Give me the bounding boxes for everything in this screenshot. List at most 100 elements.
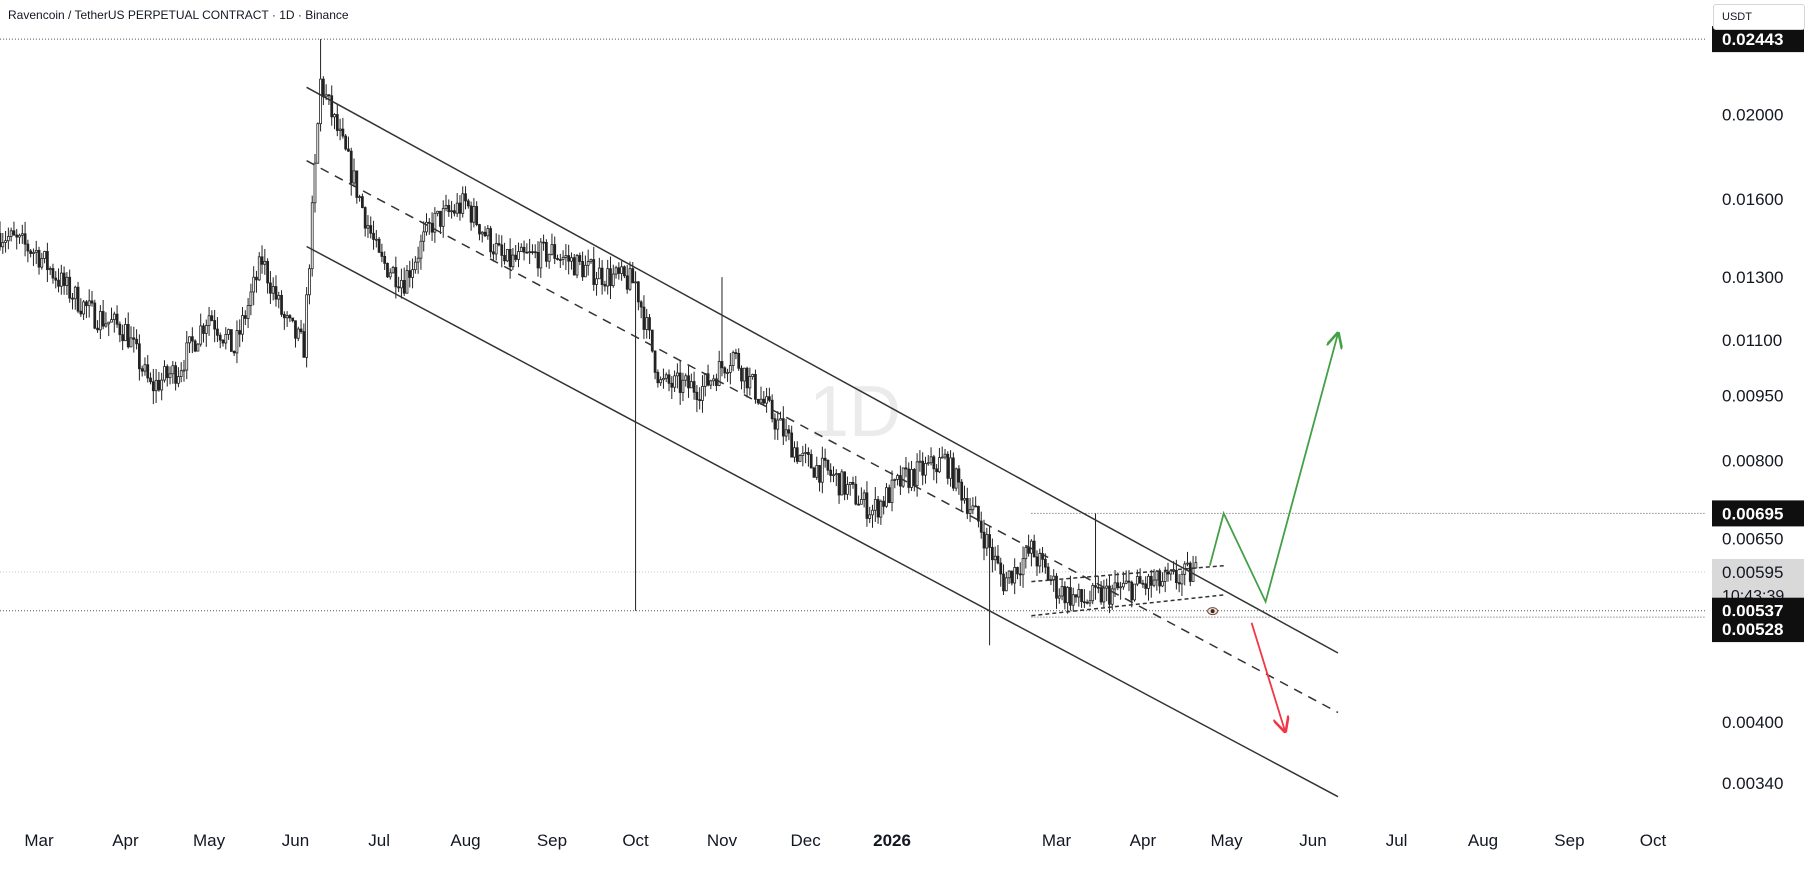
candle-body	[935, 468, 939, 473]
candle	[589, 258, 593, 264]
candle	[1161, 572, 1164, 588]
candle	[224, 327, 228, 350]
candle-body	[787, 429, 791, 434]
candle-body	[781, 418, 785, 437]
candle-body	[767, 396, 771, 401]
eye-icon	[1207, 607, 1219, 616]
candle-body	[330, 95, 334, 118]
candle	[1060, 579, 1064, 601]
candle-body	[469, 205, 473, 223]
candle-body	[40, 258, 44, 268]
candle	[87, 289, 91, 318]
candle-body	[388, 272, 392, 278]
candle-body	[29, 250, 33, 254]
candle	[124, 317, 127, 342]
candle	[609, 256, 612, 300]
candle	[140, 365, 144, 377]
price-badge-label: 0.00528	[1722, 620, 1783, 639]
candle	[196, 343, 200, 352]
candle-body	[595, 278, 598, 285]
candle	[352, 158, 356, 187]
candle	[912, 468, 916, 492]
candle-body	[263, 260, 267, 265]
y-tick-label: 0.02000	[1722, 106, 1783, 125]
candle-body	[439, 210, 442, 227]
candle-body	[1174, 569, 1178, 583]
candle-body	[486, 228, 490, 237]
candle-body	[1113, 582, 1117, 590]
candle	[377, 237, 381, 254]
candle	[62, 266, 66, 295]
candle-body	[826, 459, 830, 471]
candle-body	[143, 364, 147, 372]
candle	[79, 298, 83, 317]
candle	[561, 250, 565, 266]
candle-body	[965, 498, 969, 514]
candle-body	[1158, 570, 1162, 587]
candle	[308, 264, 311, 305]
channel-lower	[306, 245, 1339, 798]
candle	[932, 454, 936, 481]
candle-body	[433, 212, 437, 233]
candle	[260, 245, 264, 274]
candle	[299, 319, 303, 334]
candle	[901, 467, 905, 488]
candle-body	[985, 534, 989, 549]
candle-body	[18, 234, 21, 238]
candle-body	[280, 294, 283, 315]
candle	[391, 265, 395, 274]
candle-body	[1046, 566, 1050, 581]
candle-body	[823, 457, 827, 461]
candle	[274, 275, 278, 307]
candle	[547, 253, 551, 269]
candle-body	[1007, 570, 1011, 579]
candle	[592, 246, 596, 291]
candle-body	[862, 492, 866, 500]
candle	[1158, 568, 1162, 594]
candle	[1, 232, 5, 254]
candle-body	[271, 286, 275, 294]
candle-body	[489, 228, 492, 253]
candle-body	[589, 259, 593, 262]
candle-body	[241, 315, 244, 335]
candle	[623, 265, 626, 279]
candle-body	[742, 367, 746, 382]
candle-body	[715, 378, 718, 386]
candle-body	[1138, 576, 1142, 584]
candle	[416, 246, 420, 274]
candle	[394, 256, 398, 299]
candle	[531, 244, 534, 255]
candle-body	[1149, 575, 1153, 586]
candle-body	[422, 231, 426, 242]
candle-body	[706, 373, 710, 386]
candle-body	[213, 320, 217, 330]
candle-body	[999, 562, 1003, 575]
candle-body	[1060, 586, 1064, 597]
candle-body	[411, 269, 414, 278]
candle-body	[472, 206, 476, 223]
candle	[190, 327, 194, 354]
candle-body	[514, 254, 518, 260]
interval-watermark: 1D	[809, 372, 901, 452]
candle-body	[926, 462, 930, 465]
candle-body	[349, 150, 353, 184]
candle	[472, 198, 476, 228]
candle-body	[294, 320, 297, 339]
candle-body	[882, 500, 886, 507]
candle-body	[793, 447, 796, 458]
candle	[907, 462, 911, 494]
candle-body	[670, 382, 674, 388]
candle	[862, 489, 866, 508]
candle-body	[857, 503, 860, 506]
currency-selector[interactable]: USDT	[1713, 4, 1805, 30]
candle	[645, 308, 649, 339]
candle-body	[531, 251, 534, 254]
candle-body	[745, 367, 749, 389]
candle-body	[112, 313, 116, 321]
candle-body	[135, 338, 138, 345]
candle-body	[216, 328, 219, 336]
x-tick-label: May	[193, 831, 226, 850]
candle	[762, 390, 766, 405]
candle-body	[650, 329, 654, 352]
